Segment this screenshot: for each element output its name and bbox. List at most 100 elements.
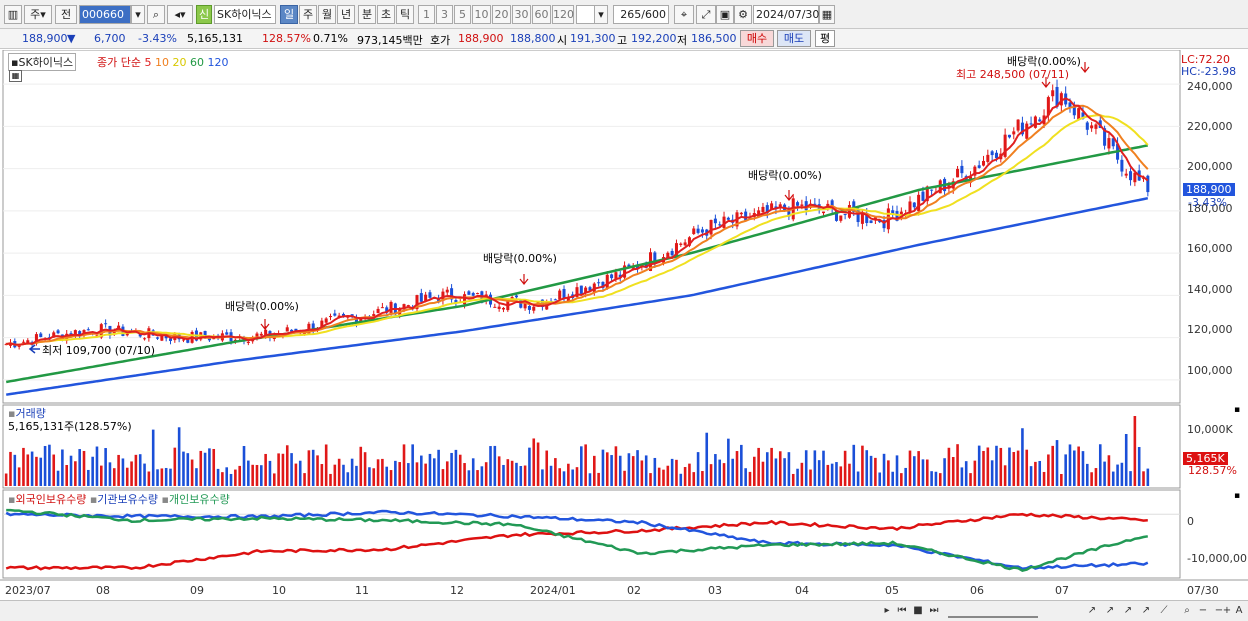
calendar-icon[interactable]: ▦: [819, 5, 835, 24]
volume-bar: [359, 446, 363, 486]
count-max: /600: [641, 8, 666, 21]
count-input[interactable]: 265/600: [613, 5, 669, 24]
date-input[interactable]: 2024/07/30: [753, 5, 819, 24]
prev-button[interactable]: 전: [55, 5, 77, 24]
volume-bar: [593, 455, 596, 486]
volume-bar: [887, 460, 890, 486]
volume-bar: [1094, 468, 1098, 486]
tab-tick[interactable]: 틱: [396, 5, 414, 24]
volume-bar: [990, 460, 994, 486]
draw-tool-icon-5[interactable]: ⟋: [1160, 605, 1168, 616]
settings-gear-icon[interactable]: ⚙: [734, 5, 752, 24]
candle-body: [670, 250, 674, 256]
interval-10[interactable]: 10: [472, 5, 491, 24]
interval-30[interactable]: 30: [512, 5, 531, 24]
ma-5-label: 5: [144, 56, 152, 69]
y-tick-220000: 220,000: [1187, 120, 1233, 133]
draw-tool-icon-2[interactable]: ↗: [1105, 605, 1115, 616]
volume-panel-close-icon[interactable]: ▪: [1234, 405, 1241, 415]
minus-icon[interactable]: −: [1214, 605, 1224, 616]
tab-second[interactable]: 초: [377, 5, 395, 24]
candle-body: [17, 344, 21, 347]
candle-body: [246, 341, 250, 344]
scroll-slider[interactable]: [948, 604, 1038, 618]
plus-icon[interactable]: +: [1222, 605, 1232, 616]
period-type-select[interactable]: 주▾: [24, 5, 52, 24]
candle-body: [320, 320, 324, 328]
interval-20[interactable]: 20: [492, 5, 511, 24]
zoom-icon[interactable]: ⌕: [1184, 605, 1190, 616]
volume-bar: [82, 450, 86, 486]
volume-bar: [355, 465, 358, 486]
chart-area[interactable]: ▪SK하이닉스 종가 단순 5 10 20 60 120 ▦ LC:72.20 …: [0, 50, 1248, 621]
scroll-right-icon[interactable]: ▸: [884, 605, 890, 616]
rewind-icon[interactable]: ⏮: [897, 605, 907, 616]
volume-bar: [242, 446, 246, 486]
volume-bar: [571, 469, 574, 486]
buy-button[interactable]: 매수: [740, 30, 774, 47]
stop-icon[interactable]: ■: [913, 605, 923, 616]
volume-bar: [497, 456, 501, 486]
crosshair-icon[interactable]: ⌖: [674, 5, 694, 24]
period-type-value: 주: [30, 8, 41, 21]
draw-tool-icon-3[interactable]: ↗: [1123, 605, 1133, 616]
candle-body: [917, 194, 921, 211]
candle-body: [796, 202, 800, 206]
holder-y-tick-minus: -10,000,00: [1187, 552, 1247, 565]
holder-panel-close-icon[interactable]: ▪: [1234, 491, 1241, 501]
drawing-tool-icon[interactable]: ⤢: [696, 5, 716, 24]
interval-5[interactable]: 5: [454, 5, 471, 24]
tab-year[interactable]: 년: [337, 5, 355, 24]
fast-forward-icon[interactable]: ⏭: [929, 605, 939, 616]
zoom-out-icon[interactable]: −: [1198, 605, 1208, 616]
candle-body: [739, 212, 743, 215]
code-dropdown-icon[interactable]: ▾: [131, 5, 145, 24]
candle-body: [800, 204, 804, 206]
volume-bar: [510, 460, 514, 486]
save-icon[interactable]: ▣: [716, 5, 734, 24]
interval-60[interactable]: 60: [532, 5, 551, 24]
volume-bar: [679, 473, 683, 486]
candle-body: [143, 338, 147, 340]
layout-icon[interactable]: ▥: [4, 5, 22, 24]
eval-button[interactable]: 평: [815, 30, 835, 47]
interval-3[interactable]: 3: [436, 5, 453, 24]
grid-toggle-icon[interactable]: ▦: [9, 70, 22, 82]
candle-body: [709, 219, 713, 235]
volume-bar: [982, 450, 985, 486]
tab-month[interactable]: 월: [318, 5, 336, 24]
tab-week[interactable]: 주: [299, 5, 317, 24]
custom-interval-dropdown[interactable]: ▾: [594, 5, 608, 24]
y-tick-100000: 100,000: [1187, 364, 1233, 377]
tab-day[interactable]: 일: [280, 5, 298, 24]
draw-tool-icon-4[interactable]: ↗: [1141, 605, 1151, 616]
volume-bar: [765, 452, 769, 486]
volume-bar: [791, 473, 795, 486]
speaker-icon[interactable]: ◂▾: [167, 5, 193, 24]
candle-body: [311, 323, 315, 331]
tab-minute[interactable]: 분: [358, 5, 376, 24]
low-annotation: 최저 109,700 (07/10): [42, 344, 156, 357]
high-price: 192,200: [631, 32, 677, 45]
volume-bar: [934, 471, 938, 486]
credit-badge[interactable]: 신: [196, 5, 212, 24]
interval-120[interactable]: 120: [552, 5, 574, 24]
volume-bar: [995, 445, 998, 486]
volume-bar: [104, 448, 107, 486]
stock-code-input[interactable]: 000660: [79, 5, 131, 24]
chart-canvas[interactable]: [0, 50, 1248, 600]
sell-button[interactable]: 매도: [777, 30, 811, 47]
ma-title: 종가 단순: [97, 56, 141, 69]
volume-bar: [930, 471, 933, 486]
volume-bar: [138, 454, 142, 486]
search-icon[interactable]: ⌕: [147, 5, 165, 24]
interval-1[interactable]: 1: [418, 5, 435, 24]
volume-bar: [900, 473, 903, 486]
volume-bar: [264, 453, 267, 486]
draw-line-icon[interactable]: ↗: [1087, 605, 1097, 616]
volume-bar: [977, 445, 981, 486]
text-size-icon[interactable]: A: [1235, 605, 1243, 616]
volume-bar: [290, 453, 293, 486]
x-label-12: 12: [450, 584, 464, 597]
volume-bar: [601, 449, 605, 486]
